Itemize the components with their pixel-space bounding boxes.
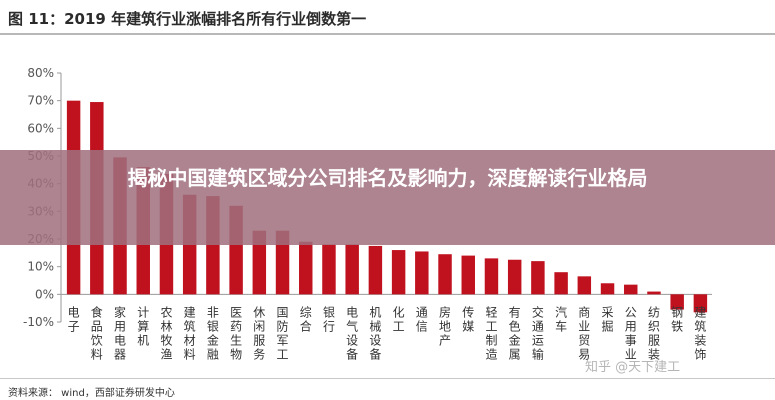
category-label-layer: 电子食品饮料家用电器计算机农林牧渔建筑材料非银金融医药生物休闲服务国防军工综合银… — [68, 304, 707, 361]
category-label: 采掘 — [602, 305, 614, 333]
chart-header: 图 11：2019 年建筑行业涨幅排名所有行业倒数第一 — [0, 0, 775, 35]
bar-钢铁 — [670, 294, 684, 310]
source-note: 资料来源： wind，西部证券研发中心 — [8, 388, 175, 399]
bar-银行 — [322, 244, 336, 295]
category-label: 公用事业 — [625, 305, 637, 361]
bar-综合 — [299, 241, 313, 295]
category-label: 计算机 — [137, 305, 149, 347]
y-tick-label: 10% — [27, 260, 54, 274]
bar-传媒 — [461, 255, 475, 295]
bar-有色金属 — [507, 259, 522, 295]
category-label: 农林牧渔 — [160, 305, 172, 361]
bar-房地产 — [438, 254, 452, 295]
category-label: 商业贸易 — [578, 304, 590, 361]
category-label: 化工 — [393, 305, 405, 333]
category-label: 房地产 — [439, 304, 451, 347]
category-label: 有色金属 — [509, 305, 521, 361]
y-tick-label: 60% — [27, 121, 54, 135]
category-label: 建筑装饰 — [694, 305, 706, 361]
category-label: 非银金融 — [207, 305, 219, 361]
category-label: 电气设备 — [346, 305, 358, 361]
source-divider — [0, 378, 775, 379]
category-label: 综合 — [300, 305, 312, 333]
title-divider — [0, 33, 775, 35]
bar-电气设备 — [345, 244, 359, 295]
category-label: 钢铁 — [671, 305, 683, 333]
bar-化工 — [391, 250, 406, 295]
category-label: 建筑材料 — [184, 305, 196, 361]
bar-休闲服务 — [252, 230, 267, 295]
category-label: 交通运输 — [532, 304, 544, 361]
category-label: 传媒 — [462, 304, 474, 333]
category-label: 通信 — [416, 305, 428, 333]
bar-建筑装饰 — [693, 294, 708, 313]
category-label: 国防军工 — [277, 305, 289, 361]
bar-采掘 — [600, 283, 615, 295]
category-label: 电子 — [68, 305, 80, 333]
bar-汽车 — [554, 272, 568, 295]
category-label: 休闲服务 — [253, 305, 265, 361]
headline-text: 揭秘中国建筑区域分公司排名及影响力，深度解读行业格局 — [127, 166, 648, 190]
bar-交通运输 — [531, 261, 545, 295]
category-label: 汽车 — [555, 304, 567, 333]
category-label: 家用电器 — [114, 304, 126, 361]
y-tick-label: 80% — [27, 66, 54, 80]
category-label: 银行 — [323, 305, 335, 333]
category-label: 机械设备 — [369, 305, 381, 361]
bar-公用事业 — [624, 284, 638, 295]
bar-商业贸易 — [577, 276, 592, 295]
bar-通信 — [415, 251, 429, 295]
category-label: 食品饮料 — [91, 304, 103, 361]
y-tick-label: 70% — [27, 94, 54, 108]
chart-title: 图 11：2019 年建筑行业涨幅排名所有行业倒数第一 — [8, 10, 367, 28]
category-label: 医药生物 — [230, 305, 242, 361]
y-tick-label: -10% — [23, 315, 54, 329]
category-label: 轻工制造 — [485, 305, 497, 361]
category-label: 纺织服装 — [648, 305, 660, 361]
bar-轻工制造 — [484, 258, 499, 295]
watermark: 知乎 @天下建工 — [585, 360, 681, 375]
bar-机械设备 — [368, 245, 383, 295]
bar-纺织服装 — [647, 291, 661, 295]
headline-banner — [0, 150, 775, 245]
y-tick-label: 0% — [35, 287, 54, 301]
bar-国防军工 — [275, 230, 290, 295]
